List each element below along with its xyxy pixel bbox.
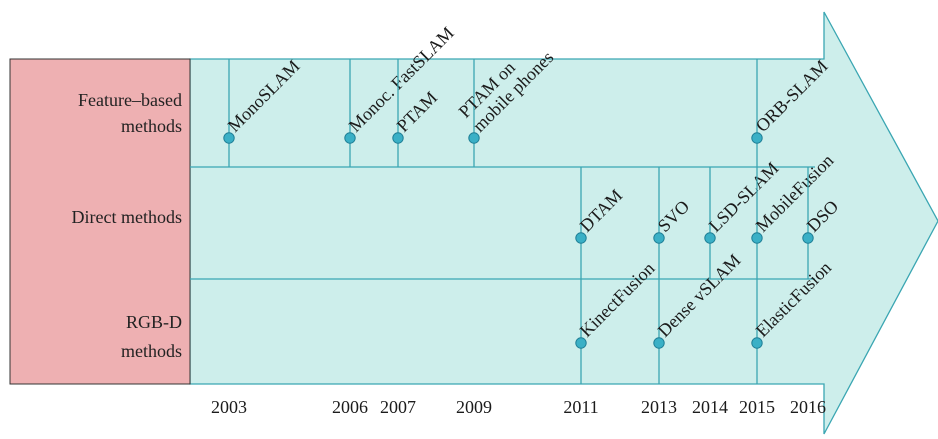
milestone-dot <box>751 232 763 244</box>
milestone-dot <box>653 232 665 244</box>
year-label-2011: 2011 <box>563 397 598 417</box>
milestone-dot <box>223 132 235 144</box>
category-label-line: RGB-D <box>126 312 182 332</box>
year-label-2014: 2014 <box>692 397 728 417</box>
milestone-dot <box>575 337 587 349</box>
milestone-dot <box>392 132 404 144</box>
category-label-line: methods <box>121 341 182 361</box>
year-label-2006: 2006 <box>332 397 368 417</box>
milestone-dot <box>802 232 814 244</box>
category-panel <box>9 58 191 385</box>
timeline-arrow <box>189 11 938 435</box>
category-label-line: methods <box>121 116 182 136</box>
category-label-feature: Feature–based methods <box>78 90 182 136</box>
year-label-2009: 2009 <box>456 397 492 417</box>
milestone-dot <box>344 132 356 144</box>
category-label-line: Feature–based <box>78 90 182 110</box>
milestone-dot <box>704 232 716 244</box>
milestone-dot <box>575 232 587 244</box>
year-label-2007: 2007 <box>380 397 416 417</box>
category-label-direct: Direct methods <box>72 207 182 227</box>
milestone-dot <box>751 337 763 349</box>
milestone-dot <box>468 132 480 144</box>
milestone-dot <box>751 132 763 144</box>
year-label-2016: 2016 <box>790 397 826 417</box>
category-label-line: Direct methods <box>72 207 182 227</box>
category-label-rgbd: RGB-D methods <box>121 312 182 361</box>
year-label-2013: 2013 <box>641 397 677 417</box>
milestone-dot <box>653 337 665 349</box>
year-label-2003: 2003 <box>211 397 247 417</box>
year-label-2015: 2015 <box>739 397 775 417</box>
